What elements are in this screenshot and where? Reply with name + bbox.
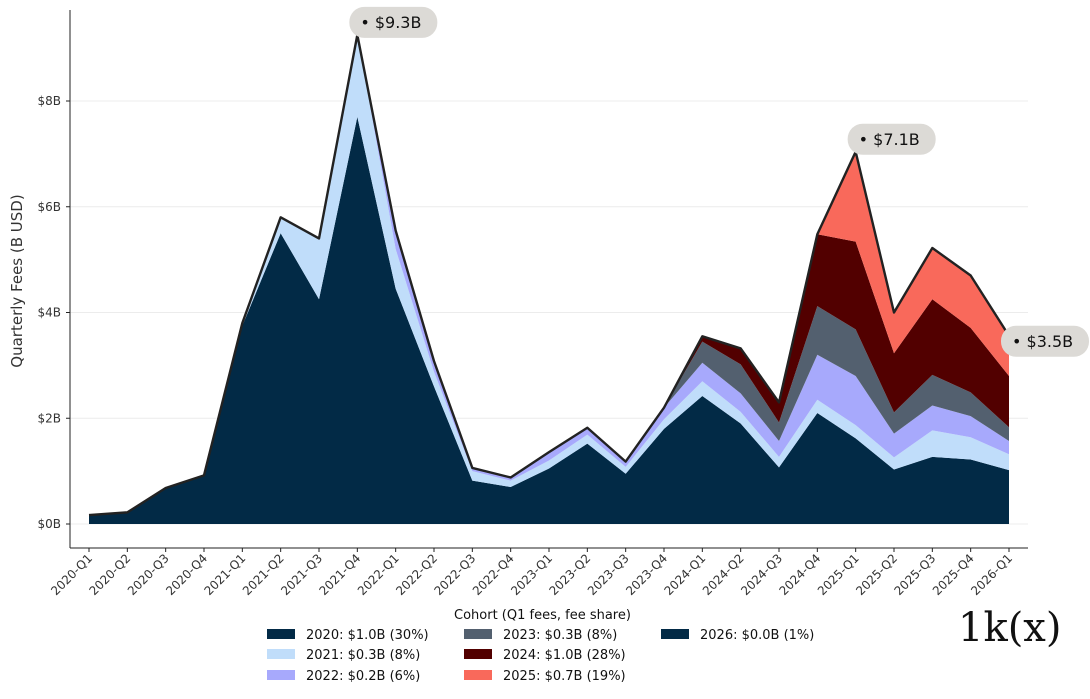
legend-label: 2020: $1.0B (30%)	[306, 628, 429, 643]
legend-swatch	[464, 629, 492, 639]
legend-entry: 2025: $0.7B (19%)	[464, 669, 626, 684]
callout-label: • $7.1B	[859, 130, 920, 149]
legend-swatch	[661, 629, 689, 639]
legend: Cohort (Q1 fees, fee share) 2020: $1.0B (…	[267, 608, 814, 684]
area-layer	[89, 34, 1009, 525]
legend-entry: 2022: $0.2B (6%)	[267, 669, 420, 684]
callout-2021-Q4: • $9.3B	[349, 6, 438, 38]
watermark-logo: 1k(x)	[958, 605, 1061, 651]
annotation-layer: • $9.3B • $7.1B • $3.5B	[349, 6, 1089, 357]
legend-entry: 2026: $0.0B (1%)	[661, 628, 814, 643]
legend-swatch	[267, 670, 295, 680]
legend-label: 2024: $1.0B (28%)	[503, 648, 626, 663]
callout-pill	[847, 123, 936, 155]
x-tick-label: 2026-Q1	[968, 551, 1015, 598]
legend-label: 2021: $0.3B (8%)	[306, 648, 420, 663]
legend-swatch	[464, 670, 492, 680]
callout-label: • $9.3B	[360, 13, 421, 32]
y-tick-label: $2B	[37, 411, 61, 425]
legend-entry: 2021: $0.3B (8%)	[267, 648, 420, 663]
area-series-2024	[89, 34, 1009, 516]
y-axis-title: Quarterly Fees (B USD)	[8, 194, 26, 367]
callout-label: • $3.5B	[1012, 332, 1073, 351]
y-tick-label: $4B	[37, 306, 61, 320]
legend-label: 2022: $0.2B (6%)	[306, 669, 420, 684]
callout-pill	[1001, 325, 1089, 357]
legend-entry: 2020: $1.0B (30%)	[267, 628, 429, 643]
callout-2026-Q1: • $3.5B	[1001, 325, 1089, 357]
y-tick-label: $8B	[37, 94, 61, 108]
y-tick-label: $0B	[37, 517, 61, 531]
legend-swatch	[464, 649, 492, 659]
legend-entry: 2023: $0.3B (8%)	[464, 628, 617, 643]
legend-swatch	[267, 629, 295, 639]
legend-label: 2023: $0.3B (8%)	[503, 628, 617, 643]
legend-entry: 2024: $1.0B (28%)	[464, 648, 626, 663]
area-series-2020	[89, 116, 1009, 525]
legend-label: 2025: $0.7B (19%)	[503, 669, 626, 684]
y-tick-label: $6B	[37, 200, 61, 214]
callout-pill	[349, 6, 438, 38]
callout-2025-Q1: • $7.1B	[847, 123, 936, 155]
legend-label: 2026: $0.0B (1%)	[700, 628, 814, 643]
legend-swatch	[267, 649, 295, 659]
legend-title: Cohort (Q1 fees, fee share)	[454, 608, 631, 623]
